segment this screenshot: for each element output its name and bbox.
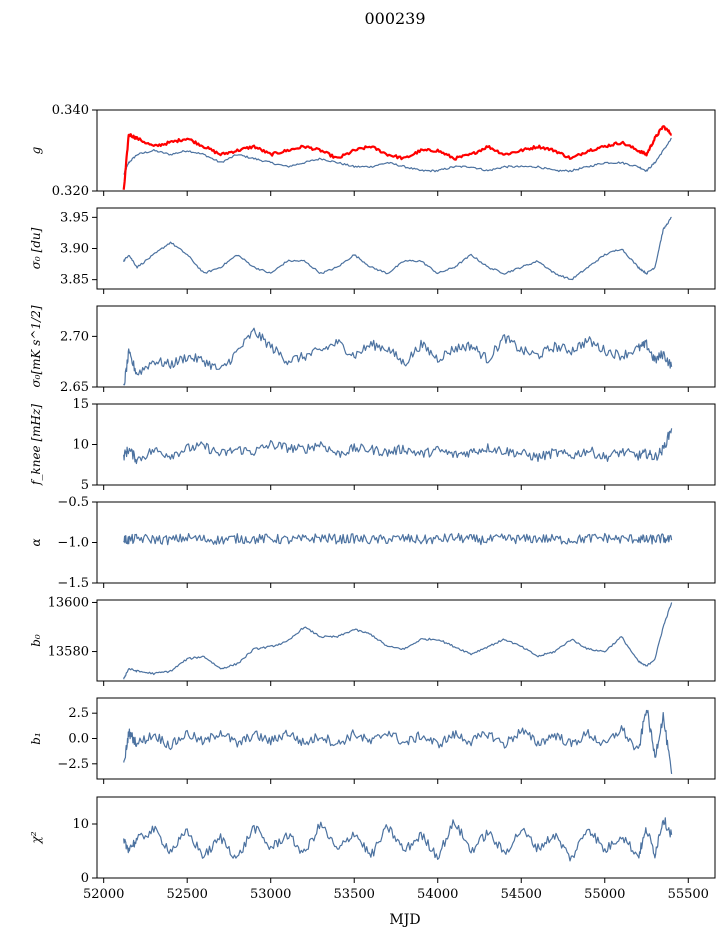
series-line-1 (123, 602, 673, 680)
panels: 0.340 0.320 g 3.95 3.90 3.85 σ₀ [du] 2.70 2.65 σ₀… (29, 103, 716, 902)
series-line-1 (123, 817, 673, 862)
x-axis-label: MJD (389, 912, 420, 928)
y-tick-label: 13600 (48, 595, 89, 610)
series-line-1 (123, 137, 672, 175)
y-tick-label: −1.5 (57, 576, 89, 591)
panel-6: 13600 13580 b₀ (29, 595, 716, 686)
series-line-1 (123, 709, 673, 774)
panel-frame (96, 796, 716, 879)
y-tick-label: −1.0 (57, 536, 89, 551)
x-tick-label: 55000 (584, 887, 625, 902)
figure-title: 000239 (364, 9, 425, 28)
panel-frame (96, 501, 716, 584)
panel-frame (96, 599, 716, 682)
y-tick-label: 15 (72, 397, 89, 412)
series-line-1 (123, 327, 673, 386)
panel-frame (96, 403, 716, 486)
series-line-1 (123, 428, 673, 465)
y-tick-label: 13580 (48, 645, 89, 660)
x-tick-label: 53500 (334, 887, 375, 902)
series-line-1 (123, 216, 672, 281)
series-line-1 (123, 532, 673, 546)
y-tick-label: 2.70 (60, 329, 89, 344)
y-tick-label: 5 (81, 478, 89, 493)
y-tick-label: −0.5 (57, 495, 89, 510)
y-tick-label: −2.5 (57, 757, 89, 772)
y-tick-label: 0.340 (52, 103, 89, 118)
panel-7: 2.5 0.0 −2.5 b₁ (29, 697, 716, 784)
y-axis-label: α (29, 538, 43, 546)
y-tick-label: 0 (81, 871, 89, 886)
y-axis-label: b₁ (29, 732, 43, 745)
x-tick-label: 52000 (83, 887, 124, 902)
y-tick-label: 2.65 (60, 380, 89, 395)
panel-2: 3.95 3.90 3.85 σ₀ [du] (29, 207, 716, 294)
y-axis-label: f_knee [mHz] (29, 404, 43, 486)
x-tick-label: 52500 (167, 887, 208, 902)
panel-frame (96, 207, 716, 290)
x-tick-label: 55500 (668, 887, 709, 902)
x-tick-label: 54500 (501, 887, 542, 902)
x-tick-label: 53000 (250, 887, 291, 902)
y-tick-label: 10 (72, 438, 89, 453)
panel-frame (96, 109, 716, 192)
y-axis-label: g (29, 146, 43, 154)
y-tick-label: 2.5 (68, 706, 89, 721)
y-tick-label: 0.320 (52, 184, 89, 199)
panel-frame (96, 305, 716, 388)
y-tick-label: 3.90 (60, 242, 89, 257)
y-tick-label: 10 (72, 817, 89, 832)
panel-5: −0.5 −1.0 −1.5 α (29, 495, 716, 591)
x-tick-label: 54000 (417, 887, 458, 902)
panel-4: 15 10 5 f_knee [mHz] (29, 397, 716, 493)
panel-1: 0.340 0.320 g (29, 103, 716, 199)
y-tick-label: 3.95 (60, 210, 89, 225)
y-axis-label: σ₀[mK s^1/2] (29, 305, 43, 387)
y-tick-label: 0.0 (68, 732, 89, 747)
y-tick-label: 3.85 (60, 273, 89, 288)
y-axis-label: b₀ (29, 634, 43, 647)
series-line-2 (122, 125, 673, 190)
panel-3: 2.70 2.65 σ₀[mK s^1/2] (29, 305, 716, 395)
y-axis-label: χ² (29, 831, 43, 844)
y-axis-label: σ₀ [du] (29, 227, 43, 269)
